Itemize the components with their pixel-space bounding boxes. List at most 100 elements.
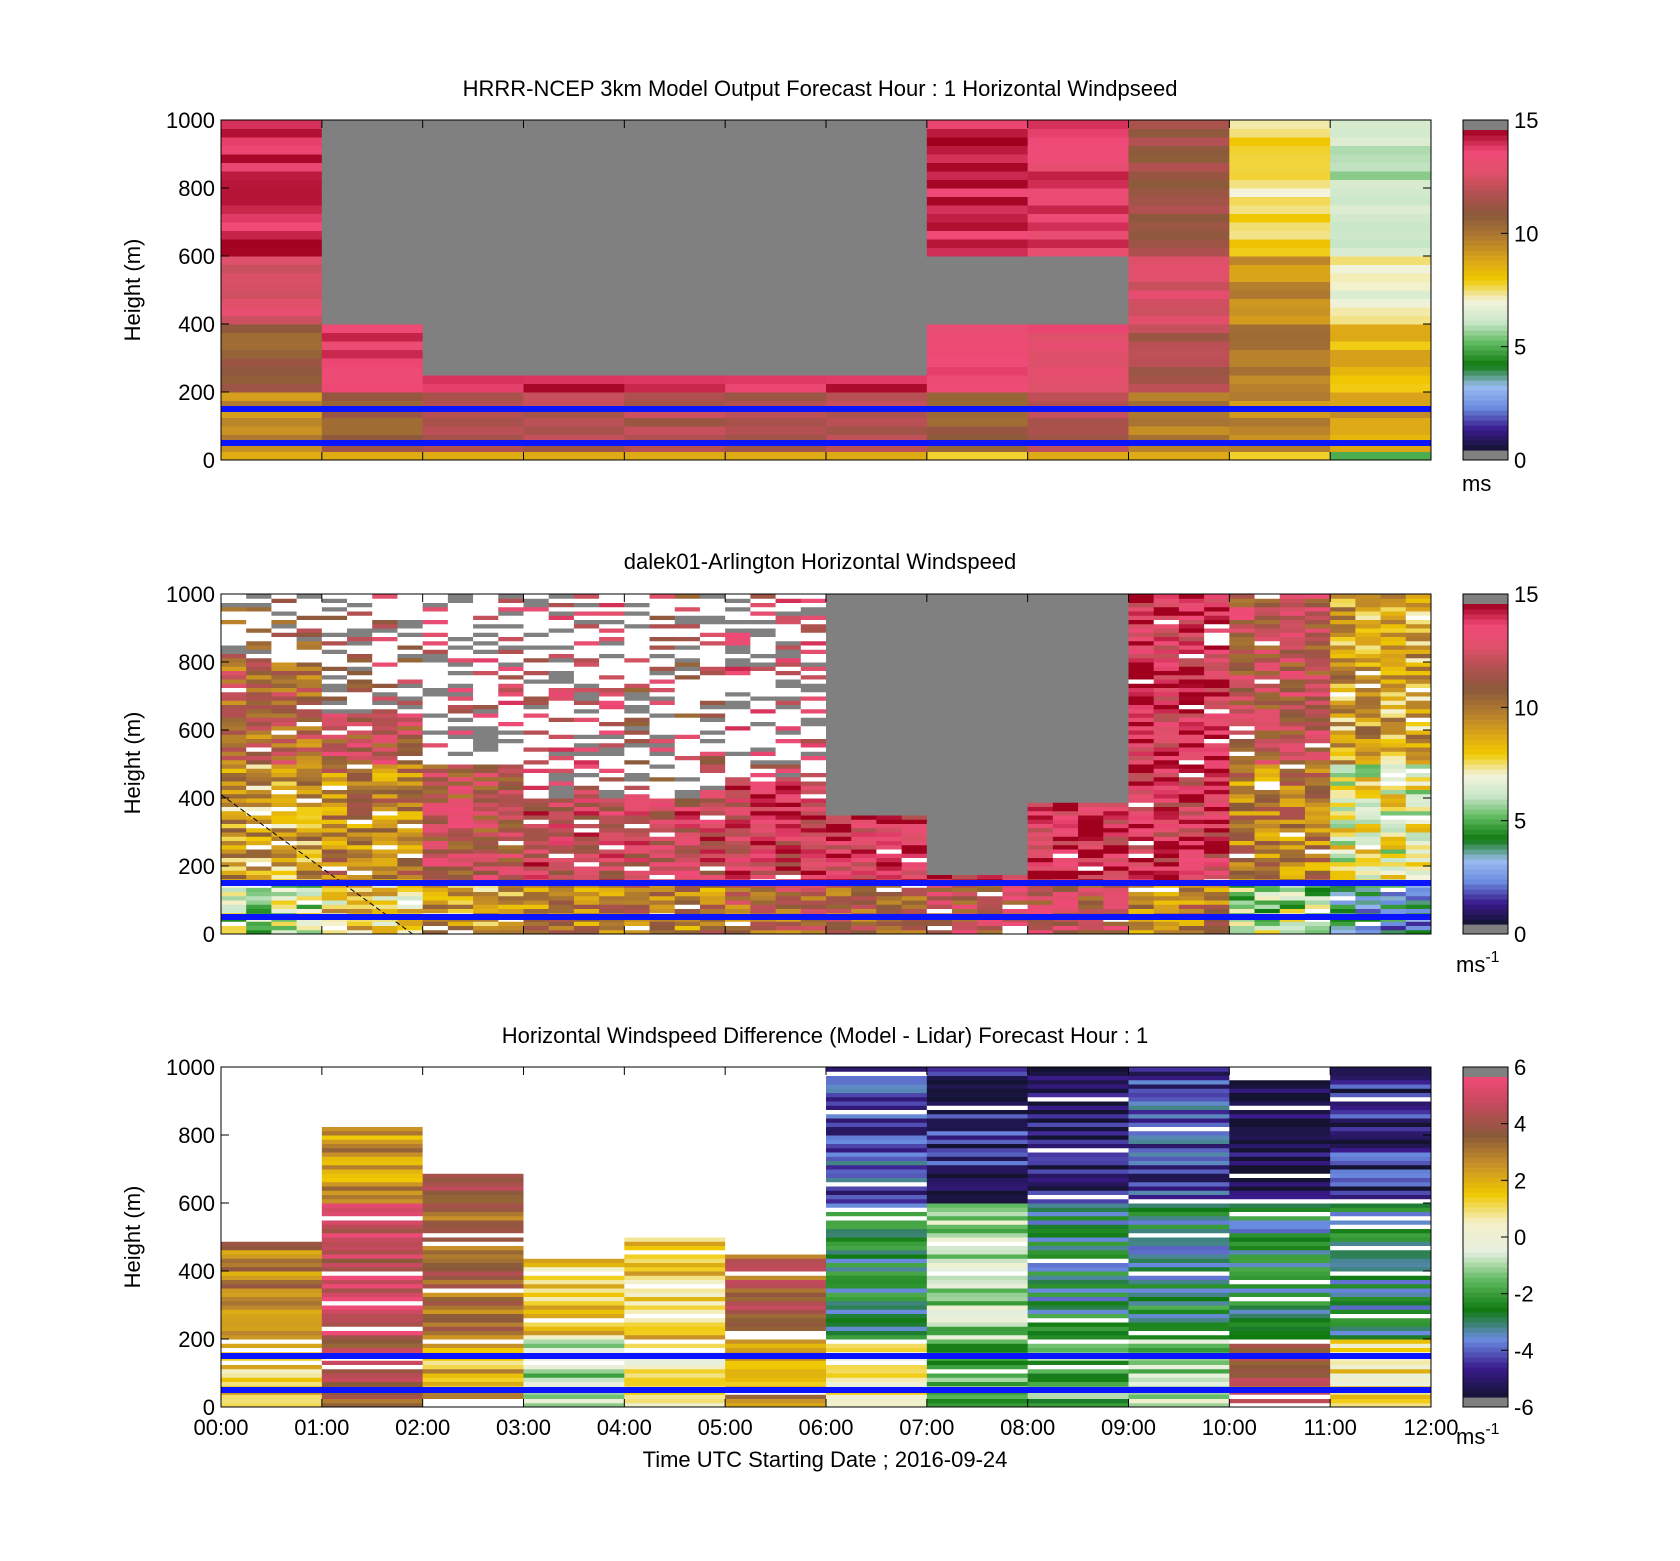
heatmap-cell [498,704,524,710]
heatmap-cell [725,1373,827,1378]
heatmap-cell [1178,840,1205,846]
heatmap-cell [1204,628,1230,633]
heatmap-cell [422,451,524,461]
heatmap-cell [952,632,978,637]
heatmap-cell [1204,759,1230,765]
heatmap-cell [523,1317,625,1323]
heatmap-cell [1204,717,1230,722]
heatmap-cell [977,738,1003,744]
heatmap-cell [372,670,398,676]
heatmap-cell [977,645,1003,650]
heatmap-cell [649,721,676,727]
heatmap-cell [523,891,550,897]
heatmap-cell [977,857,1003,863]
heatmap-cell [750,785,777,790]
colorbar-segment [1463,200,1508,206]
heatmap-cell [1128,213,1230,223]
heatmap-cell [221,632,247,637]
heatmap-cell [1380,925,1407,931]
heatmap-cell [347,840,373,846]
heatmap-cell [1178,649,1205,654]
heatmap-cell [826,874,852,880]
heatmap-cell [321,1084,424,1089]
heatmap-cell [1002,819,1029,824]
heatmap-cell [674,793,701,799]
heatmap-cell [1330,734,1356,739]
heatmap-cell [851,921,877,926]
heatmap-cell [523,1262,625,1268]
heatmap-cell [296,670,323,676]
heatmap-cell [1279,832,1306,837]
heatmap-cell [1229,789,1256,795]
heatmap-cell [952,793,978,799]
heatmap-cell [422,802,449,807]
heatmap-cell [1405,772,1432,778]
heatmap-cell [1052,708,1079,714]
heatmap-cell [876,598,903,603]
heatmap-cell [699,781,726,786]
heatmap-cell [296,925,323,931]
heatmap-cell [1178,823,1205,829]
heatmap-cell [372,768,398,773]
heatmap-cell [1380,861,1407,867]
heatmap-cell [523,657,550,663]
heatmap-cell [1052,887,1079,892]
heatmap-cell [271,895,298,901]
heatmap-cell [876,602,903,608]
heatmap-cell [952,717,978,722]
heatmap-cell [674,636,701,642]
heatmap-cell [1330,645,1356,650]
heatmap-cell [498,683,524,688]
heatmap-cell [1153,747,1180,752]
heatmap-cell [1178,806,1205,812]
heatmap-cell [926,222,1029,231]
heatmap-cell [321,426,424,435]
heatmap-cell [1355,615,1382,620]
heatmap-cell [498,653,524,659]
heatmap-cell [1279,874,1306,880]
heatmap-cell [221,908,247,914]
heatmap-cell [1052,670,1079,676]
heatmap-cell [674,891,701,897]
heatmap-cell [775,866,802,871]
heatmap-cell [1279,670,1306,676]
heatmap-cell [1330,273,1432,282]
heatmap-cell [699,836,726,841]
heatmap-cell [221,1135,323,1140]
heatmap-cell [271,810,298,816]
heatmap-cell [1002,798,1029,803]
heatmap-cell [246,657,272,663]
heatmap-cell [321,409,424,418]
heatmap-cell [1002,870,1029,875]
heatmap-cell [1380,619,1407,625]
heatmap-cell [1078,653,1104,659]
heatmap-cell [221,1122,323,1127]
heatmap-cell [624,891,651,897]
heatmap-cell [826,696,852,701]
heatmap-cell [1103,683,1129,688]
heatmap-cell [523,1190,625,1195]
heatmap-cell [548,904,575,909]
heatmap-cell [1103,606,1129,612]
heatmap-cell [422,657,449,663]
heatmap-cell [649,623,676,629]
heatmap-cell [1178,734,1205,739]
heatmap-cell [725,451,827,461]
heatmap-cell [1330,806,1356,812]
heatmap-cell [624,264,726,274]
heatmap-cell [321,383,424,393]
heatmap-cell [447,640,474,646]
heatmap-cell [221,730,247,735]
heatmap-cell [1027,827,1054,833]
heatmap-cell [447,849,474,854]
heatmap-cell [624,1220,726,1225]
heatmap-cell [649,619,676,625]
heatmap-cell [1229,434,1331,444]
heatmap-cell [952,704,978,710]
heatmap-cell [649,921,676,926]
heatmap-cell [271,670,298,676]
heatmap-cell [775,742,802,748]
heatmap-cell [321,781,348,786]
heatmap-cell [1128,628,1155,633]
heatmap-cell [624,1368,726,1374]
